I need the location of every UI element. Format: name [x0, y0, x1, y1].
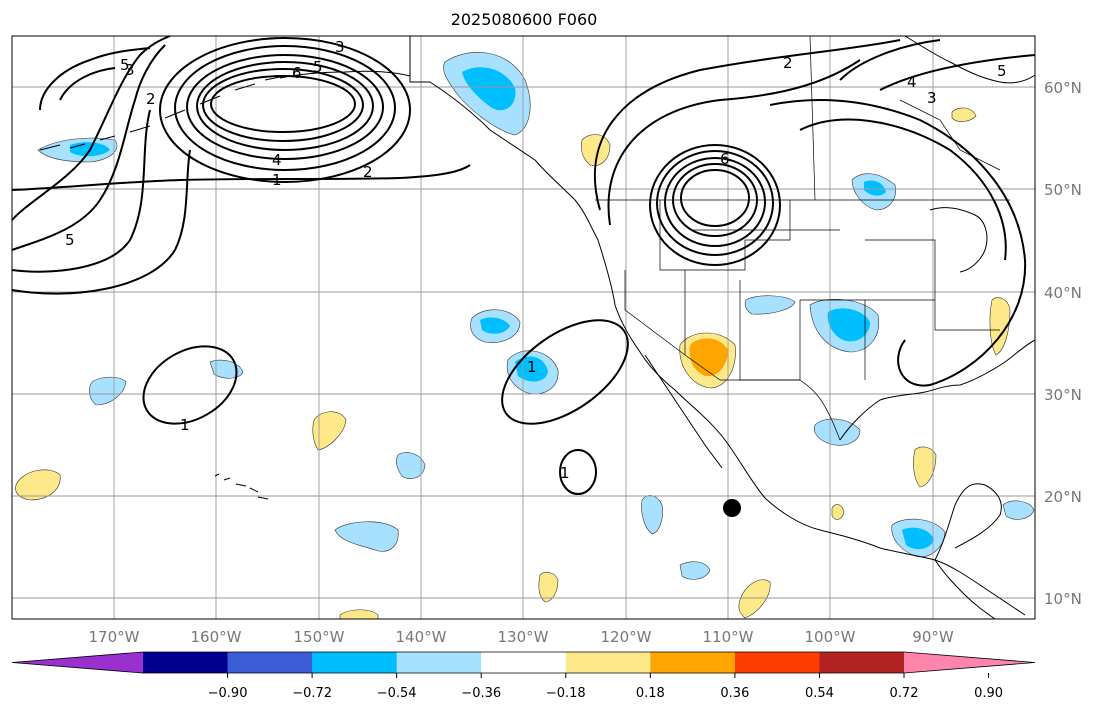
- colorbar-tick-label: −0.90: [208, 686, 248, 701]
- lon-label: 90°W: [912, 628, 954, 646]
- contour-label: 5: [997, 62, 1007, 80]
- contour-label: 5: [120, 56, 130, 74]
- colorbar-segment: [650, 652, 736, 673]
- colorbar-tick-label: −0.36: [461, 686, 501, 701]
- colorbar-segment: [396, 652, 482, 673]
- lon-label: 100°W: [805, 628, 856, 646]
- lon-label: 120°W: [601, 628, 652, 646]
- contour-label: 5: [65, 231, 75, 249]
- colorbar-segment: [143, 652, 229, 673]
- colorbar-outline: [11, 651, 1036, 674]
- lon-label: 160°W: [191, 628, 242, 646]
- contour-label: 1: [272, 171, 282, 189]
- contour-label: 2: [363, 163, 373, 181]
- longitude-labels: 170°W 160°W 150°W 140°W 130°W 120°W 110°…: [89, 628, 954, 646]
- lat-label: 50°N: [1044, 181, 1082, 199]
- colorbar-tick-label: −0.18: [546, 686, 586, 701]
- lat-label: 20°N: [1044, 488, 1082, 506]
- contour-label: 3: [927, 89, 937, 107]
- contour-label: 3: [335, 38, 345, 56]
- map-frame: [11, 35, 1036, 620]
- colorbar-segment: [734, 652, 820, 673]
- lon-label: 130°W: [498, 628, 549, 646]
- contour-label: 1: [180, 416, 190, 434]
- colorbar-extend-high: [904, 652, 1035, 673]
- contour-labels: 3 5 6 5 2 3 4 1 2 5 1 1 1 2 6 4 3 5: [65, 38, 1007, 482]
- colorbar-tick-label: 0.72: [890, 686, 919, 701]
- colorbar-segment: [312, 652, 398, 673]
- contour-label: 1: [527, 358, 537, 376]
- colorbar-segment: [481, 652, 567, 673]
- colorbar-tick-label: −0.72: [292, 686, 332, 701]
- colorbar-extend-low: [12, 652, 143, 673]
- colorbar-tick-label: 0.54: [805, 686, 834, 701]
- contour-label: 4: [272, 151, 282, 169]
- contour-label: 6: [720, 150, 730, 168]
- colorbar-tick-label: 0.90: [974, 686, 1003, 701]
- lat-label: 30°N: [1044, 386, 1082, 404]
- contour-label: 2: [783, 54, 793, 72]
- lon-label: 110°W: [703, 628, 754, 646]
- colorbar-tick-label: −0.54: [377, 686, 417, 701]
- contour-label: 1: [560, 464, 570, 482]
- lon-label: 170°W: [89, 628, 140, 646]
- lon-label: 140°W: [396, 628, 447, 646]
- colorbar: −0.90 −0.72 −0.54 −0.36 −0.18 0.18 0.36 0.54 0.7…: [11, 651, 1036, 701]
- colorbar-segment: [227, 652, 313, 673]
- contour-label: 4: [907, 73, 917, 91]
- contour-label: 5: [313, 58, 323, 76]
- map-title: 2025080600 F060: [450, 10, 598, 29]
- latitude-labels: 60°N 50°N 40°N 30°N 20°N 10°N: [1044, 79, 1082, 608]
- lon-label: 150°W: [294, 628, 345, 646]
- colorbar-tick-label: 0.36: [720, 686, 749, 701]
- colorbar-tick-label: 0.18: [636, 686, 665, 701]
- contour-label: 6: [292, 64, 302, 82]
- location-marker: [723, 499, 741, 517]
- colorbar-segment: [819, 652, 905, 673]
- contour-label: 3: [125, 61, 135, 79]
- lat-label: 10°N: [1044, 590, 1082, 608]
- lat-label: 40°N: [1044, 284, 1082, 302]
- colorbar-segment: [565, 652, 651, 673]
- political-borders: [595, 35, 1010, 441]
- graticule: [12, 36, 1035, 619]
- lat-label: 60°N: [1044, 79, 1082, 97]
- contour-label: 2: [146, 90, 156, 108]
- contours: [11, 35, 1036, 495]
